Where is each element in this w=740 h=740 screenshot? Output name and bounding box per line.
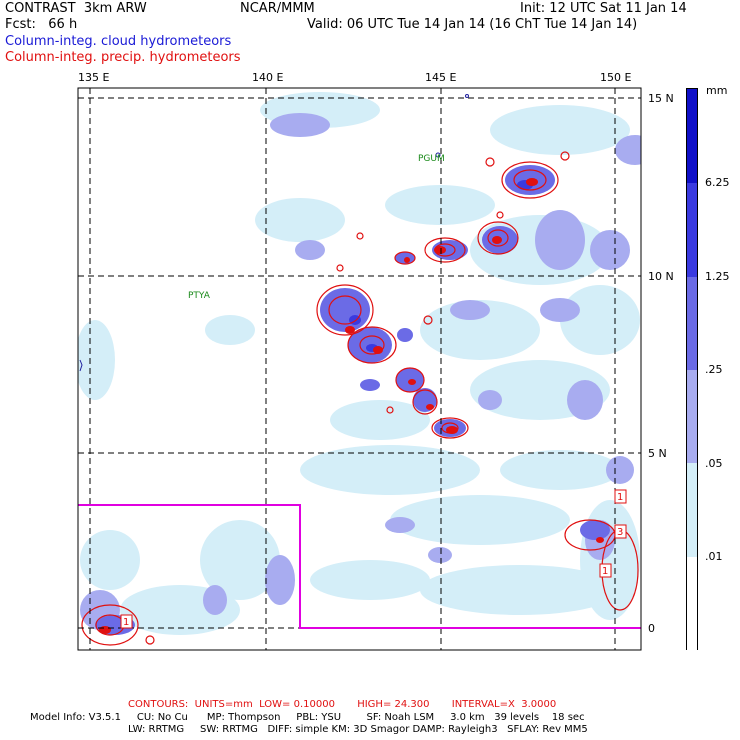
colorbar-level-025: .25 <box>705 363 723 376</box>
lon-label-135: 135 E <box>78 71 110 84</box>
plot-frame <box>77 87 642 651</box>
header-title: CONTRAST 3km ARW <box>5 1 147 16</box>
contour-marker: 1 <box>123 617 129 628</box>
legend-cloud: Column-integ. cloud hydrometeors <box>5 34 232 49</box>
contour-marker: 1 <box>617 492 623 503</box>
precip-contours <box>81 151 639 646</box>
lat-label-15n: 15 N <box>648 92 674 105</box>
contour-marker: 1 <box>602 566 608 577</box>
contour-marker: 3 <box>617 527 623 538</box>
colorbar-level-005: .05 <box>705 457 723 470</box>
colorbar-seg-5 <box>687 557 697 651</box>
colorbar-seg-2 <box>687 277 697 370</box>
place-label-ptya: PTYA <box>188 291 211 301</box>
header-valid: Valid: 06 UTC Tue 14 Jan 14 (16 ChT Tue … <box>307 17 638 32</box>
footer-contours: CONTOURS: UNITS=mm LOW= 0.10000 HIGH= 24… <box>128 699 557 710</box>
place-label-pgum: PGUM <box>418 154 445 164</box>
legend-precip: Column-integ. precip. hydrometeors <box>5 50 241 65</box>
lat-label-5n: 5 N <box>648 447 667 460</box>
header-center: NCAR/MMM <box>240 1 315 16</box>
colorbar-unit: mm <box>706 84 728 97</box>
lon-label-150: 150 E <box>600 71 632 84</box>
footer-model-physics: LW: RRTMG SW: RRTMG DIFF: simple KM: 3D … <box>128 724 588 735</box>
footer-model-info: Model Info: V3.5.1 CU: No Cu MP: Thompso… <box>30 712 585 723</box>
colorbar-seg-0 <box>687 89 697 183</box>
inner-domain-outline <box>78 504 641 629</box>
header-fcst: Fcst: 66 h <box>5 17 78 32</box>
shaded-cloud-field <box>78 92 641 635</box>
lat-label-10n: 10 N <box>648 270 674 283</box>
colorbar-seg-3 <box>687 370 697 463</box>
header-init: Init: 12 UTC Sat 11 Jan 14 <box>520 1 687 16</box>
lon-label-145: 145 E <box>425 71 457 84</box>
lat-label-0: 0 <box>648 622 655 635</box>
contour-markers: 1 1 3 1 <box>120 489 627 629</box>
colorbar-seg-1 <box>687 183 697 277</box>
colorbar-seg-4 <box>687 463 697 557</box>
colorbar <box>686 88 698 651</box>
colorbar-level-625: 6.25 <box>705 176 730 189</box>
coastlines <box>79 94 469 372</box>
lon-label-140: 140 E <box>252 71 284 84</box>
colorbar-level-001: .01 <box>705 550 723 563</box>
colorbar-level-125: 1.25 <box>705 270 730 283</box>
